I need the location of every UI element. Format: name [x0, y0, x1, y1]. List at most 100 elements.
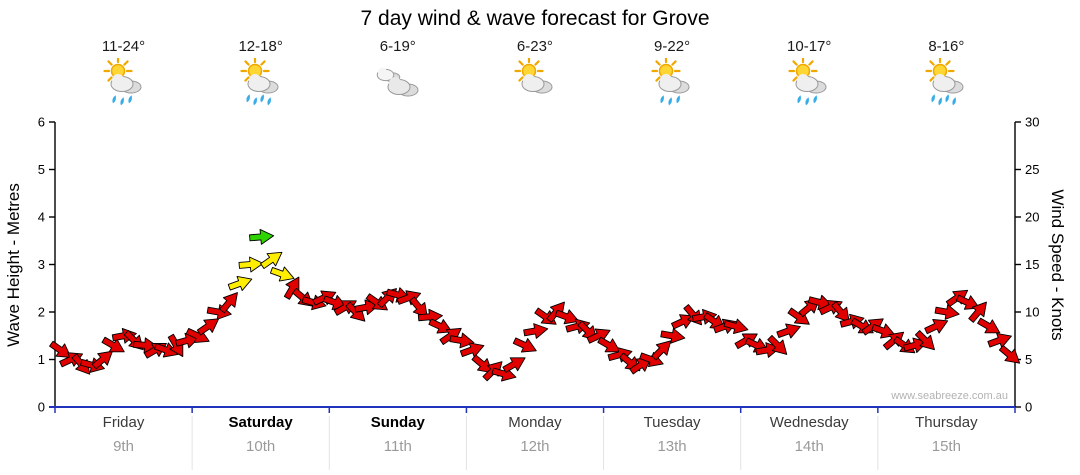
right-axis-tick-label: 20	[1025, 210, 1039, 225]
day-date: 12th	[520, 438, 550, 455]
wind-arrow	[249, 228, 275, 245]
day-footer-thursday: Thursday 15th	[878, 414, 1015, 455]
temperature-range: 10-17°	[787, 38, 832, 55]
right-axis-tick-label: 5	[1025, 352, 1032, 367]
wind-arrow	[831, 301, 850, 323]
wind-arrow	[955, 294, 980, 310]
wind-arrow	[283, 276, 300, 300]
wind-arrow	[968, 301, 987, 323]
day-header-tuesday: 9-22°	[604, 38, 741, 106]
wind-arrow	[196, 318, 220, 336]
sun-cloud-rain-icon	[651, 58, 690, 106]
day-name: Friday	[102, 414, 145, 431]
wind-arrow	[238, 256, 264, 273]
day-header-wednesday: 10-17°	[741, 38, 878, 106]
watermark: www.seabreeze.com.au	[890, 390, 1008, 402]
day-name: Monday	[508, 414, 562, 431]
wind-arrow	[914, 330, 935, 351]
temperature-range: 9-22°	[654, 38, 691, 55]
wind-arrow	[206, 304, 232, 320]
day-name: Tuesday	[643, 414, 701, 431]
wind-arrow	[902, 337, 928, 353]
day-header-friday: 11-24°	[55, 38, 192, 106]
temperature-range: 12-18°	[238, 38, 283, 55]
left-axis-tick-label: 4	[38, 210, 45, 225]
left-axis-tick-label: 0	[38, 400, 45, 415]
right-axis-tick-label: 30	[1025, 115, 1039, 130]
wind-arrow	[260, 251, 283, 270]
wind-arrow	[91, 350, 113, 370]
temperature-range: 11-24°	[101, 38, 146, 55]
wind-arrow	[554, 309, 580, 325]
wind-arrow	[934, 304, 960, 320]
day-date: 9th	[113, 438, 134, 455]
day-footer-monday: Monday 12th	[466, 414, 603, 455]
wind-arrow	[998, 344, 1021, 364]
day-footer-saturday: Saturday 10th	[192, 414, 329, 455]
temperature-range: 6-19°	[379, 38, 416, 55]
wind-arrow	[776, 323, 801, 339]
day-header-sunday: 6-19°	[329, 38, 466, 106]
wind-arrow	[101, 336, 125, 353]
wind-arrow	[449, 332, 475, 349]
left-axis-tick-label: 6	[38, 115, 45, 130]
right-axis-tick-label: 15	[1025, 257, 1039, 272]
wind-arrow	[502, 357, 526, 373]
wind-arrow	[49, 340, 72, 358]
sun-cloud-rain-heavy-icon	[925, 58, 964, 106]
wind-arrow	[546, 301, 565, 323]
wind-arrow	[227, 276, 253, 291]
right-axis-tick-label: 0	[1025, 400, 1032, 415]
wind-arrow	[767, 334, 788, 355]
sun-cloud-rain-heavy-icon	[240, 58, 279, 106]
day-name: Wednesday	[769, 414, 849, 431]
wind-arrow	[977, 317, 1001, 334]
temperature-range: 6-23°	[516, 38, 553, 55]
temperature-range: 8-16°	[928, 38, 965, 55]
wind-arrow	[219, 292, 238, 314]
sun-cloud-rain-icon	[788, 58, 827, 106]
day-footer-friday: Friday 9th	[55, 414, 192, 455]
day-name: Saturday	[228, 414, 293, 431]
wind-arrow	[586, 328, 611, 344]
wind-arrow	[987, 333, 1012, 348]
wind-arrow	[523, 323, 549, 339]
left-axis-tick-label: 1	[38, 352, 45, 367]
chart-title: 7 day wind & wave forecast for Grove	[360, 7, 710, 30]
wind-arrow	[723, 318, 749, 334]
sun-cloud-rain-icon	[102, 58, 141, 106]
wind-arrow	[660, 327, 686, 344]
wind-arrow	[471, 354, 493, 374]
wind-arrow	[924, 319, 949, 335]
day-footer-sunday: Sunday 11th	[329, 414, 466, 455]
wind-arrow	[153, 342, 179, 358]
wind-arrow	[269, 266, 295, 282]
cloudy-icon	[376, 67, 419, 97]
sun-cloud-icon	[514, 58, 553, 94]
wind-arrow	[512, 337, 537, 353]
left-axis-tick-label: 5	[38, 162, 45, 177]
wind-arrow	[459, 342, 485, 358]
day-date: 10th	[246, 438, 276, 455]
day-name: Sunday	[370, 414, 425, 431]
day-header-monday: 6-23°	[466, 38, 603, 106]
day-date: 14th	[794, 438, 824, 455]
left-axis-tick-label: 2	[38, 305, 45, 320]
day-header-thursday: 8-16°	[878, 38, 1015, 106]
day-date: 15th	[931, 438, 961, 455]
day-header-saturday: 12-18°	[192, 38, 329, 106]
wind-arrow	[651, 340, 672, 361]
day-name: Thursday	[915, 414, 978, 431]
day-date: 11th	[383, 438, 412, 455]
day-footer-wednesday: Wednesday 14th	[741, 414, 878, 455]
wind-arrow	[629, 357, 652, 375]
right-axis-tick-label: 10	[1025, 305, 1039, 320]
day-date: 13th	[657, 438, 687, 455]
wind-arrow	[417, 308, 443, 325]
right-axis-tick-label: 25	[1025, 162, 1039, 177]
day-footer-tuesday: Tuesday 13th	[604, 414, 741, 455]
wind-arrow	[597, 336, 621, 353]
left-axis-tick-label: 3	[38, 257, 45, 272]
